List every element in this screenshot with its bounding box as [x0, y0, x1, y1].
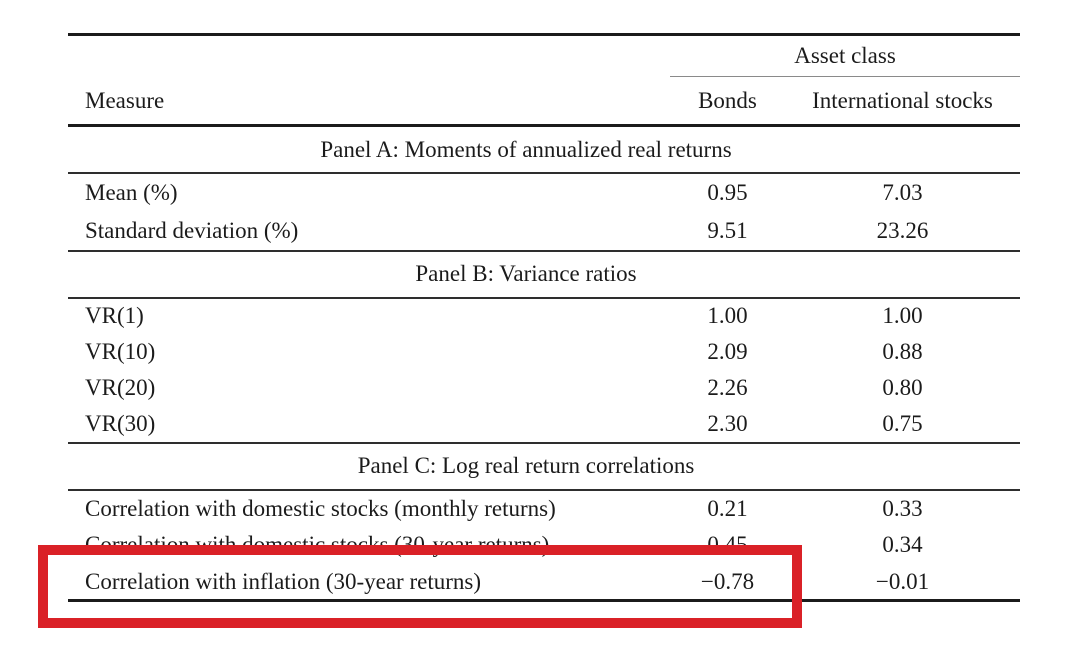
bonds-value: 0.95	[707, 179, 748, 205]
panel-b-header-row: Panel B: Variance ratios	[68, 250, 1021, 299]
table-row-mean: Mean (%) 0.95 7.03	[68, 173, 1020, 212]
measure-label: Correlation with inflation (30-year retu…	[68, 563, 670, 602]
bonds-value: 2.30	[670, 405, 785, 444]
panel-b-title: Panel B: Variance ratios	[415, 261, 637, 287]
intl-stocks-value: 7.03	[882, 179, 923, 205]
asset-class-statistics-table: Asset class Measure Bonds International …	[68, 33, 1021, 602]
intl-stocks-value: 1.00	[882, 303, 923, 329]
bonds-value: 0.45	[707, 532, 748, 558]
column-header-bonds: Bonds	[670, 76, 785, 127]
table-row-standard-deviation: Standard deviation (%) 9.51 23.26	[68, 211, 1021, 252]
table-row-vr10: VR(10) 2.09 0.88	[68, 334, 1020, 370]
table-row-correlation-domestic-monthly: Correlation with domestic stocks (monthl…	[68, 490, 1020, 527]
column-header-international-stocks: International stocks	[785, 76, 1021, 127]
bonds-value: 0.21	[707, 495, 748, 521]
table-row-correlation-domestic-30yr: Correlation with domestic stocks (30-yea…	[68, 527, 1020, 564]
table-row-vr20: VR(20) 2.26 0.80	[68, 370, 1020, 406]
intl-stocks-value: 0.75	[785, 405, 1021, 444]
spanner-empty-cell	[68, 35, 670, 77]
measure-label: Mean (%)	[85, 179, 178, 205]
intl-stocks-value: 0.33	[882, 495, 923, 521]
measure-label: VR(1)	[85, 303, 144, 329]
bonds-value: 9.51	[670, 211, 785, 252]
table-row-vr1: VR(1) 1.00 1.00	[68, 298, 1020, 334]
bonds-value: 1.00	[707, 303, 748, 329]
intl-stocks-value: 0.88	[882, 338, 923, 364]
table-row-correlation-inflation-30yr: Correlation with inflation (30-year retu…	[68, 563, 1021, 602]
panel-c-title: Panel C: Log real return correlations	[357, 453, 695, 479]
table-row-vr30: VR(30) 2.30 0.75	[68, 405, 1021, 444]
intl-stocks-value: 23.26	[785, 211, 1021, 252]
measure-label: VR(20)	[85, 374, 156, 400]
measure-label: Correlation with domestic stocks (monthl…	[85, 495, 556, 521]
panel-a-header-row: Panel A: Moments of annualized real retu…	[68, 125, 1021, 174]
intl-stocks-value: −0.01	[785, 563, 1021, 602]
column-header-row: Measure Bonds International stocks	[68, 76, 1021, 127]
asset-class-spanner-label: Asset class	[670, 34, 1021, 77]
measure-label: VR(30)	[68, 405, 670, 444]
bonds-value: −0.78	[670, 563, 785, 602]
measure-label: Standard deviation (%)	[68, 211, 670, 252]
measure-label: VR(10)	[85, 338, 156, 364]
spanner-header-row: Asset class	[68, 34, 1021, 77]
measure-label: Correlation with domestic stocks (30-yea…	[85, 532, 550, 558]
bonds-value: 2.09	[707, 338, 748, 364]
intl-stocks-value: 0.80	[882, 374, 923, 400]
intl-stocks-value: 0.34	[882, 532, 923, 558]
panel-c-header-row: Panel C: Log real return correlations	[68, 442, 1021, 491]
panel-a-title: Panel A: Moments of annualized real retu…	[320, 136, 732, 162]
bonds-value: 2.26	[707, 374, 748, 400]
column-header-measure: Measure	[68, 76, 670, 127]
